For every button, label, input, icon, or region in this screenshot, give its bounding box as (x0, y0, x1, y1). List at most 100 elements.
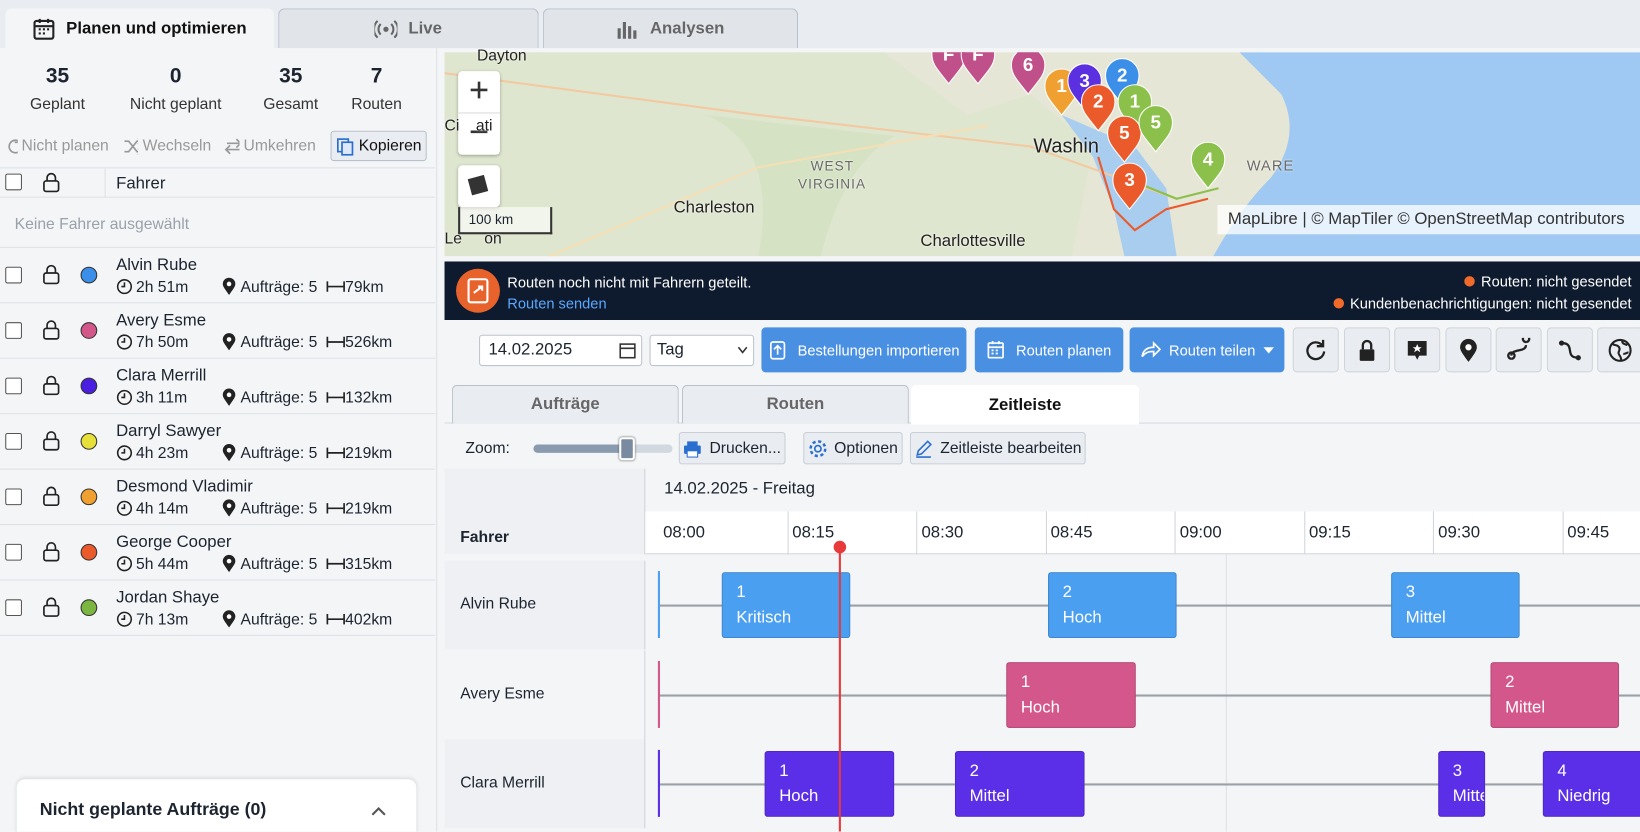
zoom-slider[interactable] (533, 444, 673, 453)
driver-orders: Aufträge: 5 (240, 555, 318, 574)
tab[interactable]: Planen und optimieren (5, 8, 275, 49)
icon-button[interactable] (1444, 327, 1491, 373)
icon-button[interactable] (1546, 327, 1593, 373)
distance-icon (326, 558, 345, 569)
time-label: 09:15 (1308, 524, 1351, 542)
driver-row[interactable]: Desmond Vladimir 4h 14m Aufträge: 5 219km (0, 470, 436, 526)
stop-block[interactable]: 2 Mittel (954, 750, 1085, 817)
now-dot (833, 540, 847, 554)
icon-button[interactable] (1495, 327, 1542, 373)
driver-checkbox[interactable] (5, 322, 22, 339)
toolbar-icon (1608, 338, 1632, 362)
subtab[interactable]: Routen (681, 384, 909, 424)
marker-label: 5 (1151, 112, 1161, 133)
draw-control[interactable] (458, 165, 500, 208)
action-button[interactable]: Nicht planen (6, 131, 109, 161)
pin-icon (222, 277, 236, 295)
view-select[interactable]: Tag (649, 334, 755, 367)
action-button[interactable]: Wechseln (123, 131, 211, 161)
time-separator (1432, 511, 1434, 555)
driver-row[interactable]: Clara Merrill 3h 11m Aufträge: 5 132km (0, 359, 436, 415)
stop-priority: Mittel (1505, 698, 1546, 716)
marker-label: 6 (1023, 54, 1033, 75)
stop-number: 1 (1020, 673, 1031, 691)
status-text: Routen: nicht gesendet (1481, 272, 1632, 290)
subtab[interactable]: Aufträge (451, 384, 679, 424)
icon-button[interactable] (1343, 327, 1390, 373)
map-marker[interactable]: 4 (1190, 141, 1226, 190)
caret (1263, 346, 1275, 353)
lock-icon[interactable] (42, 172, 61, 194)
driver-row[interactable]: Avery Esme 7h 50m Aufträge: 5 526km (0, 303, 436, 359)
stop-block[interactable]: 1 Hoch (764, 750, 895, 817)
stop-block[interactable]: 1 Hoch (1006, 661, 1136, 728)
tab-label: Planen und optimieren (66, 19, 247, 38)
driver-distance: 526km (345, 333, 393, 352)
icon-button[interactable] (1394, 327, 1441, 373)
map-marker[interactable]: 6 (1010, 52, 1046, 95)
timeline-button[interactable]: Zeitleiste bearbeiten (909, 431, 1086, 465)
button-icon (684, 440, 702, 458)
button-label: Drucken... (709, 439, 781, 458)
map-marker[interactable]: 2 (1080, 84, 1116, 132)
icon-button[interactable] (1292, 327, 1339, 373)
driver-duration: 7h 50m (135, 333, 189, 352)
map-marker[interactable]: 3 (1112, 162, 1147, 211)
toolbar-icon (1558, 339, 1581, 360)
timeline-button[interactable]: Drucken... (678, 431, 786, 465)
driver-checkbox[interactable] (5, 599, 22, 617)
button-icon (769, 340, 785, 360)
pin-icon (222, 610, 236, 628)
row-label-cell (444, 560, 646, 650)
toolbar-button[interactable]: Bestellungen importieren (761, 327, 967, 373)
map-marker[interactable]: 5 (1138, 105, 1173, 153)
map-attribution: MapLibre | © MapTiler © OpenStreetMap co… (1217, 205, 1640, 235)
stop-block[interactable]: 4 Niedrig (1542, 750, 1640, 817)
stat-value: 35 (279, 64, 303, 88)
unplanned-card[interactable]: Nicht geplante Aufträge (0) (16, 779, 417, 832)
toolbar-button[interactable]: Routen teilen (1129, 327, 1285, 373)
driver-checkbox[interactable] (5, 543, 22, 561)
driver-row[interactable]: Darryl Sawyer 4h 23m Aufträge: 5 219km (0, 414, 436, 470)
driver-checkbox[interactable] (5, 377, 22, 395)
icon-button[interactable] (1597, 327, 1640, 373)
driver-checkbox[interactable] (5, 266, 22, 284)
chevron-up[interactable] (370, 804, 387, 817)
action-button[interactable]: Kopieren (330, 130, 427, 162)
distance-icon (326, 392, 345, 403)
stop-block[interactable]: 2 Mittel (1490, 661, 1620, 728)
button-label: Optionen (834, 439, 898, 458)
stop-block[interactable]: 3 Mittel (1438, 750, 1486, 817)
button-icon (916, 439, 932, 458)
tab[interactable]: Live (278, 8, 539, 49)
stop-block[interactable]: 1 Kritisch (721, 572, 851, 639)
map-marker[interactable]: F (960, 52, 996, 85)
marker-label: 4 (1203, 148, 1214, 169)
zoom-thumb[interactable] (619, 437, 635, 461)
timeline-button[interactable]: Optionen (803, 431, 903, 465)
tab-icon (33, 18, 55, 40)
button-label: Routen teilen (1169, 341, 1256, 359)
driver-row[interactable]: Jordan Shaye 7h 13m Aufträge: 5 402km (0, 580, 436, 636)
button-label: Zeitleiste bearbeiten (940, 439, 1082, 458)
driver-row[interactable]: George Cooper 5h 44m Aufträge: 5 315km (0, 525, 436, 581)
select-all-checkbox[interactable] (5, 173, 22, 191)
tab[interactable]: Analysen (542, 8, 799, 49)
toolbar-button[interactable]: Routen planen (974, 327, 1124, 373)
map-marker[interactable]: 5 (1107, 115, 1142, 163)
driver-duration: 5h 44m (135, 555, 189, 574)
action-button[interactable]: Umkehren (224, 131, 316, 161)
stop-block[interactable]: 3 Mittel (1391, 572, 1520, 639)
driver-orders: Aufträge: 5 (240, 389, 318, 407)
marker-label: 3 (1079, 70, 1089, 91)
stat-value: 0 (169, 64, 182, 88)
no-selection: Keine Fahrer ausgewählt (14, 215, 190, 234)
driver-checkbox[interactable] (5, 433, 22, 450)
stop-block[interactable]: 2 Hoch (1048, 572, 1177, 639)
driver-row[interactable]: Alvin Rube 2h 51m Aufträge: 5 79km (0, 248, 436, 304)
driver-checkbox[interactable] (5, 488, 22, 506)
date-input[interactable]: 14.02.2025 (479, 334, 643, 367)
toolbar-icon (1507, 337, 1531, 360)
subtab[interactable]: Zeitleiste (910, 384, 1140, 425)
banner-link[interactable]: Routen senden (507, 294, 607, 312)
